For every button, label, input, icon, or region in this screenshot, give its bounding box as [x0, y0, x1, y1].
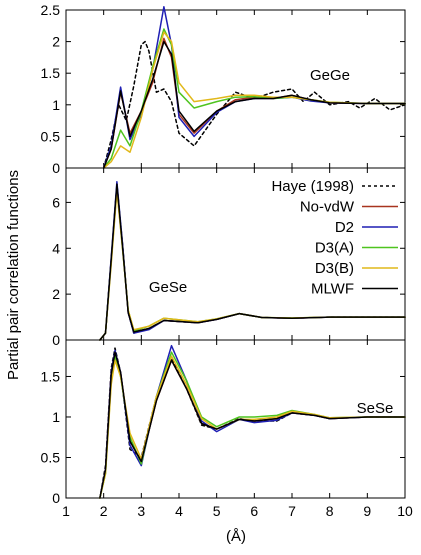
series-line-gege-mlwf: [102, 40, 406, 169]
x-tick-label: 3: [137, 503, 145, 519]
y-tick-label: 1.5: [41, 368, 61, 384]
panel-label-sese: SeSe: [357, 400, 394, 417]
y-axis-title: Partial pair correlation functions: [5, 170, 22, 380]
x-tick-label: 10: [397, 503, 413, 519]
legend-label-haye-1998-: Haye (1998): [271, 178, 354, 195]
x-tick-label: 8: [326, 503, 334, 519]
x-tick-label: 1: [62, 503, 70, 519]
x-tick-label: 2: [100, 503, 108, 519]
y-tick-label: 2: [52, 34, 60, 50]
y-tick-label: 4: [52, 240, 60, 256]
y-tick-label: 0.5: [41, 449, 61, 465]
x-axis-title: (Å): [226, 528, 246, 545]
legend-label-no-vdw: No-vdW: [300, 199, 355, 216]
series-line-sese-d3-b-: [99, 355, 406, 499]
x-tick-label: 6: [250, 503, 258, 519]
x-tick-label: 4: [175, 503, 183, 519]
x-tick-label: 7: [288, 503, 296, 519]
panel-frame-sese: [65, 339, 406, 499]
y-tick-label: 1.5: [41, 65, 61, 81]
y-tick-label: 0.5: [41, 128, 61, 144]
panel-label-gege: GeGe: [310, 67, 350, 84]
panel-label-gese: GeSe: [149, 279, 187, 296]
series-line-sese-mlwf: [99, 351, 406, 499]
y-tick-label: 0: [52, 332, 60, 348]
legend-label-d3-b-: D3(B): [315, 260, 354, 277]
x-tick-label: 9: [363, 503, 371, 519]
legend-label-mlwf: MLWF: [311, 281, 354, 298]
y-tick-label: 2: [52, 286, 60, 302]
y-tick-label: 1: [52, 409, 60, 425]
y-tick-label: 6: [52, 194, 60, 210]
y-tick-label: 2.5: [41, 2, 61, 18]
series-line-gese-mlwf: [99, 183, 406, 341]
y-tick-label: 1: [52, 97, 60, 113]
legend-label-d3-a-: D3(A): [315, 240, 354, 257]
x-tick-label: 5: [213, 503, 221, 519]
y-tick-label: 0: [52, 490, 60, 506]
y-tick-label: 0: [52, 160, 60, 176]
series-line-gege-d2: [102, 6, 406, 169]
legend-label-d2: D2: [335, 219, 354, 236]
